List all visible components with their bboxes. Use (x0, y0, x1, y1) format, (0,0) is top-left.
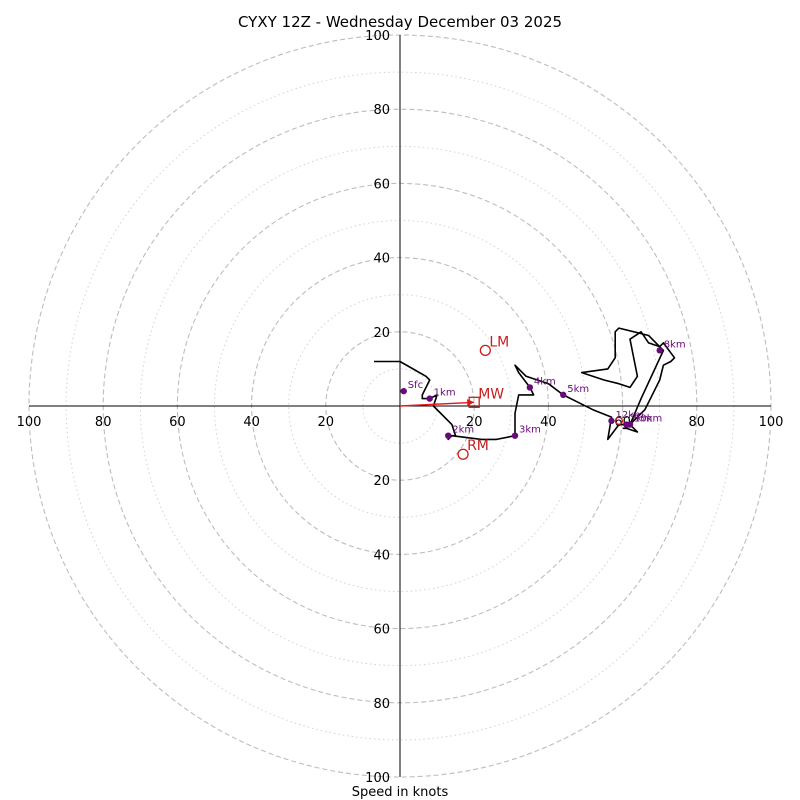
height-label-2km: 2km (452, 425, 474, 436)
x-axis-label: Speed in knots (352, 785, 449, 800)
x-tick-label: 100 (17, 415, 42, 430)
hodograph-trace (374, 327, 676, 441)
storm-motion-label-mw: MW (478, 386, 504, 402)
storm-motion-label-rm: RM (467, 438, 489, 454)
y-tick-label: 100 (365, 771, 390, 786)
storm-motion-marker-unlabeled (614, 416, 624, 425)
y-tick-label: 80 (373, 103, 390, 118)
x-tick-label: 20 (318, 415, 335, 430)
height-label-sfc: Sfc (408, 380, 423, 391)
x-tick-label: 80 (689, 415, 706, 430)
x-tick-label: 80 (95, 415, 112, 430)
height-marker-4km (526, 384, 534, 391)
y-tick-label: 40 (373, 252, 390, 267)
y-tick-label: 100 (365, 29, 390, 44)
height-marker-12km (608, 417, 615, 425)
height-marker-1km (426, 395, 433, 402)
y-tick-label: 40 (373, 548, 390, 563)
height-marker-8km (656, 347, 663, 354)
mean-wind-arrowhead (467, 399, 475, 407)
height-label-8km: 8km (664, 339, 686, 350)
height-label-1km: 1km (434, 388, 456, 399)
height-marker-3km (511, 432, 519, 439)
height-marker-7km (623, 421, 630, 428)
storm-motion-label-lm: LM (489, 334, 509, 350)
y-tick-label: 80 (373, 697, 390, 712)
x-tick-label: 100 (759, 415, 784, 430)
height-marker-2km (445, 432, 452, 439)
height-marker-sfc (400, 387, 407, 395)
height-label-12km: 12km (615, 410, 643, 421)
storm-motion-marker-lm (479, 344, 491, 357)
y-tick-label: 20 (373, 474, 390, 489)
height-marker-5km (560, 391, 567, 399)
height-label-10km: 10km (634, 414, 662, 425)
y-tick-label: 60 (373, 177, 390, 192)
height-label-7km: 7km (630, 414, 652, 425)
y-tick-label: 20 (373, 326, 390, 341)
chart-title: CYXY 12Z - Wednesday December 03 2025 (238, 13, 562, 31)
y-tick-label: 60 (373, 623, 390, 638)
height-label-5km: 5km (567, 384, 589, 395)
storm-motion-marker-rm (457, 448, 469, 460)
x-tick-label: 40 (243, 415, 260, 430)
hodograph-trace-group (374, 327, 676, 441)
x-tick-label: 60 (169, 415, 186, 430)
height-label-4km: 4km (534, 376, 556, 387)
mean-wind-arrow (399, 401, 475, 407)
x-tick-label: 40 (540, 415, 557, 430)
storm-motion-group: LM RM MW (399, 334, 624, 460)
height-label-3km: 3km (519, 425, 541, 436)
storm-motion-marker-mw (468, 396, 480, 408)
x-tick-label: 20 (466, 415, 483, 430)
